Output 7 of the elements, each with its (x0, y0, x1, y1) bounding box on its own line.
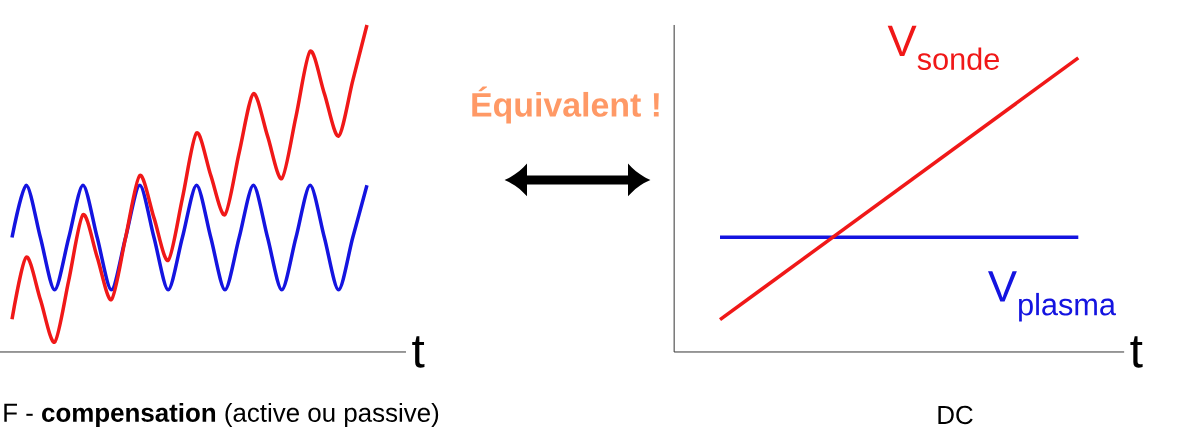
text: DC (938, 405, 973, 425)
series-label: V$_{plasma}$ (988, 271, 1116, 322)
series-label: V$_{sonde}$ (887, 25, 999, 70)
text: F - compensation (active ou passive) (4, 402, 439, 428)
x-axis-title: t (412, 336, 425, 368)
x-axis-title: t (1130, 336, 1143, 368)
text: Équivalent ! (472, 86, 659, 124)
